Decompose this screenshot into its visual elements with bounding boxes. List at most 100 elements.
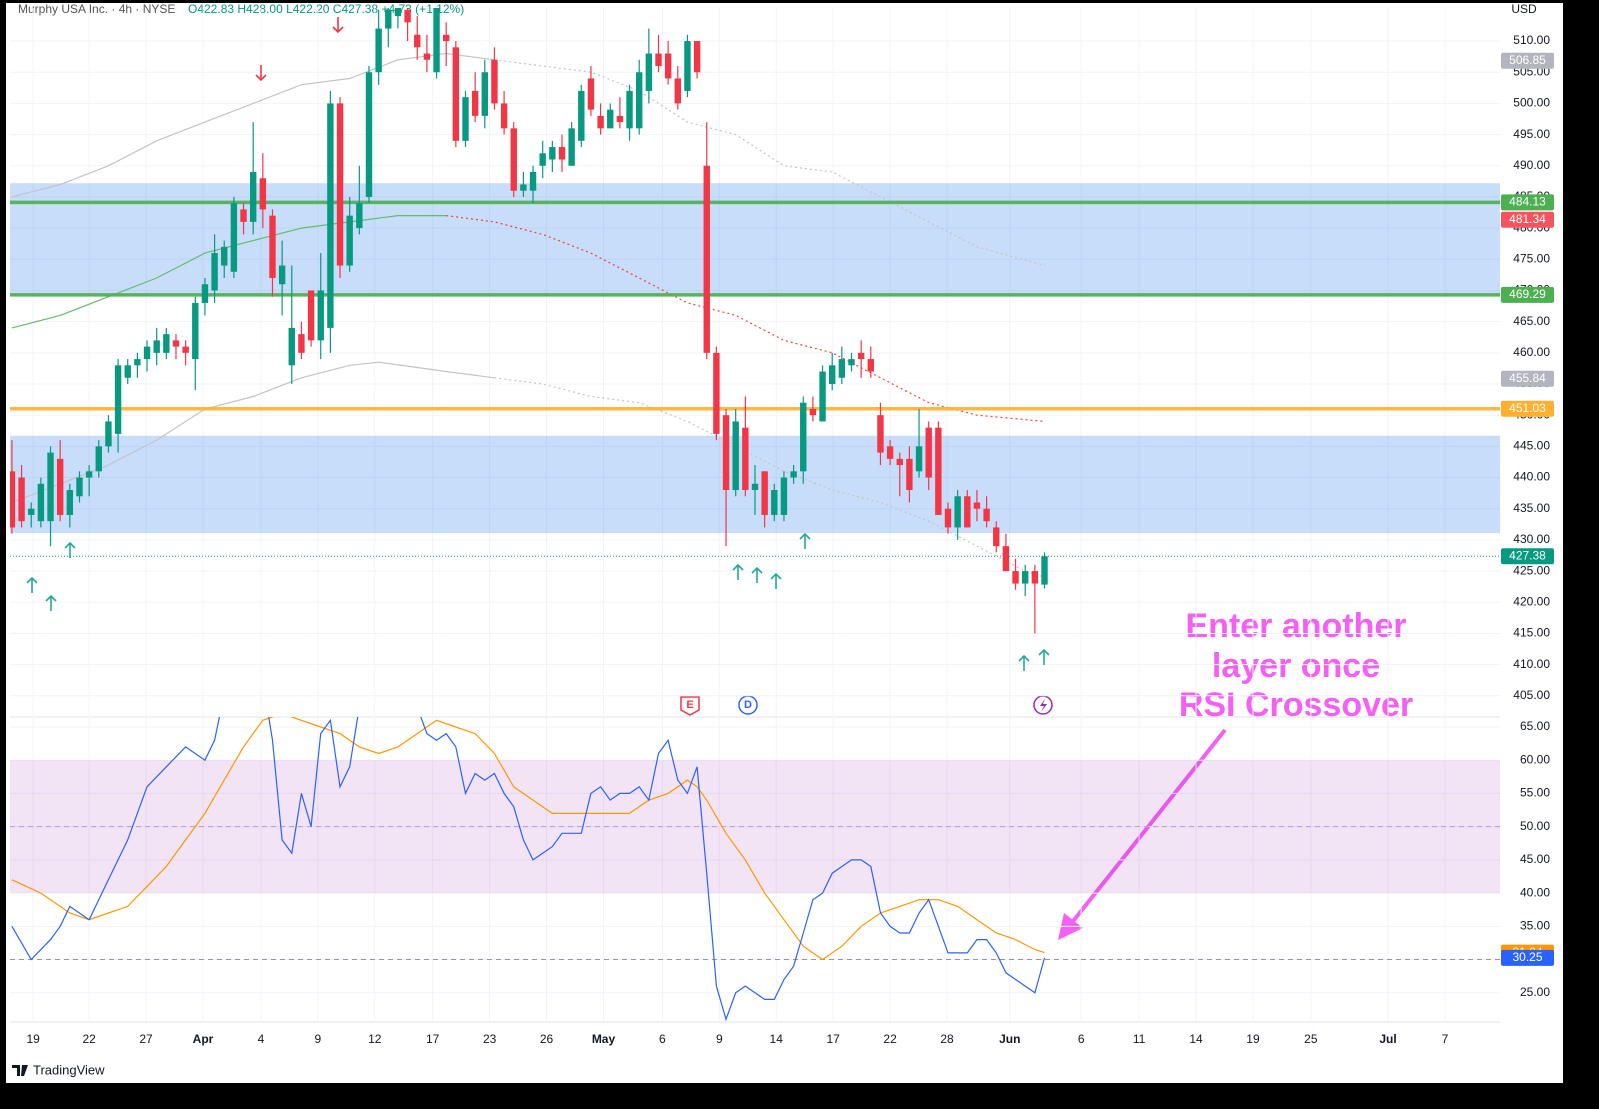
candle-body bbox=[269, 215, 276, 279]
buy-signal bbox=[799, 532, 811, 549]
x-tick-label: May bbox=[592, 1032, 616, 1046]
candle-body bbox=[346, 215, 353, 266]
x-tick-label: 26 bbox=[540, 1032, 554, 1046]
y-tick-label: 430.00 bbox=[1513, 532, 1550, 546]
axis-price-box bbox=[1501, 194, 1554, 211]
candle-body bbox=[37, 483, 45, 522]
candle-body bbox=[394, 8, 402, 17]
candle-body bbox=[838, 359, 846, 378]
candle-body bbox=[935, 427, 942, 515]
x-tick-label: Jun bbox=[999, 1032, 1020, 1046]
candle-body bbox=[317, 290, 324, 341]
candle-body bbox=[462, 97, 469, 141]
candle-body bbox=[983, 508, 990, 522]
x-tick-label: Jul bbox=[1379, 1032, 1396, 1046]
candle-body bbox=[549, 147, 556, 160]
x-tick-label: 4 bbox=[258, 1032, 265, 1046]
brand-name: TradingView bbox=[33, 1062, 105, 1077]
candle-body bbox=[973, 502, 981, 509]
candle-body bbox=[365, 72, 373, 197]
candle-body bbox=[886, 446, 894, 459]
candle-body bbox=[954, 496, 961, 528]
y-tick-label: 465.00 bbox=[1513, 314, 1550, 328]
buy-signal bbox=[26, 576, 38, 593]
axis-price-label: 506.85 bbox=[1509, 53, 1546, 67]
candle-body bbox=[587, 78, 595, 110]
candle-body bbox=[674, 78, 681, 104]
candle-body bbox=[259, 178, 267, 210]
y-tick-label: 60.00 bbox=[1520, 752, 1550, 766]
indicator-line bbox=[494, 377, 1045, 578]
candle-body bbox=[423, 53, 431, 60]
candle-body bbox=[211, 253, 218, 291]
indicator-line bbox=[11, 361, 495, 504]
candle-body bbox=[471, 90, 479, 116]
candle-body bbox=[172, 340, 180, 347]
candle-body bbox=[867, 359, 875, 372]
candle-body bbox=[616, 115, 624, 123]
candle-body bbox=[201, 284, 209, 303]
candle-body bbox=[481, 72, 488, 116]
y-tick-label: 510.00 bbox=[1513, 33, 1550, 47]
x-tick-label: 9 bbox=[716, 1032, 723, 1046]
x-tick-label: 19 bbox=[1246, 1032, 1260, 1046]
candle-body bbox=[134, 359, 141, 366]
candle-body bbox=[163, 334, 170, 353]
axis-price-box bbox=[1501, 211, 1554, 228]
y-tick-label: 405.00 bbox=[1513, 688, 1550, 702]
axis-price-label: 427.38 bbox=[1509, 548, 1546, 562]
candle-body bbox=[18, 477, 25, 522]
y-tick-label: 415.00 bbox=[1513, 626, 1550, 640]
candle-body bbox=[114, 365, 122, 434]
currency: USD bbox=[1511, 2, 1537, 16]
buy-signal bbox=[1038, 648, 1050, 665]
candle-body bbox=[742, 427, 749, 491]
y-tick-label: 410.00 bbox=[1513, 657, 1550, 671]
candle-body bbox=[288, 327, 295, 366]
rsi-line bbox=[11, 717, 1046, 1022]
annotation-line: Enter another bbox=[1185, 607, 1406, 645]
candle-body bbox=[713, 352, 720, 434]
candle-body bbox=[877, 415, 884, 453]
buy-signal bbox=[64, 541, 76, 558]
sell-signal bbox=[332, 17, 344, 34]
candle-body bbox=[896, 458, 903, 466]
indicator-line bbox=[11, 215, 447, 329]
candle-body bbox=[1022, 571, 1029, 584]
candle-body bbox=[529, 171, 537, 191]
event-d: D bbox=[738, 695, 758, 715]
candle-body bbox=[85, 471, 93, 478]
buy-signal bbox=[732, 563, 744, 580]
x-tick-label: 14 bbox=[770, 1032, 784, 1046]
y-tick-label: 45.00 bbox=[1520, 852, 1550, 866]
candle-body bbox=[10, 471, 16, 528]
event-split bbox=[1033, 695, 1053, 715]
candle-body bbox=[578, 90, 585, 141]
candle-body bbox=[433, 8, 440, 73]
event-label: D bbox=[744, 699, 752, 711]
candle-body bbox=[626, 90, 633, 129]
x-tick-label: 25 bbox=[1304, 1032, 1318, 1046]
candle-body bbox=[771, 490, 778, 515]
candle-body bbox=[607, 109, 614, 129]
x-tick-label: 6 bbox=[1078, 1032, 1085, 1046]
candle-body bbox=[404, 9, 411, 23]
candle-body bbox=[221, 246, 228, 266]
candle-body bbox=[944, 508, 952, 528]
x-tick-label: 23 bbox=[483, 1032, 497, 1046]
buy-signal bbox=[770, 572, 782, 589]
candle-body bbox=[568, 128, 575, 166]
axis-price-box bbox=[1501, 52, 1554, 69]
candle-body bbox=[819, 371, 826, 422]
candle-body bbox=[105, 421, 112, 447]
candle-body bbox=[230, 203, 238, 272]
candle-body bbox=[925, 427, 932, 478]
axis-price-label: 30.25 bbox=[1512, 950, 1542, 964]
candle-body bbox=[192, 302, 199, 360]
y-tick-label: 65.00 bbox=[1520, 719, 1550, 733]
footer-brand: TradingView bbox=[12, 1062, 105, 1077]
candle-body bbox=[182, 346, 189, 353]
x-tick-label: 9 bbox=[314, 1032, 321, 1046]
y-tick-label: 490.00 bbox=[1513, 158, 1550, 172]
candle-body bbox=[298, 334, 305, 353]
